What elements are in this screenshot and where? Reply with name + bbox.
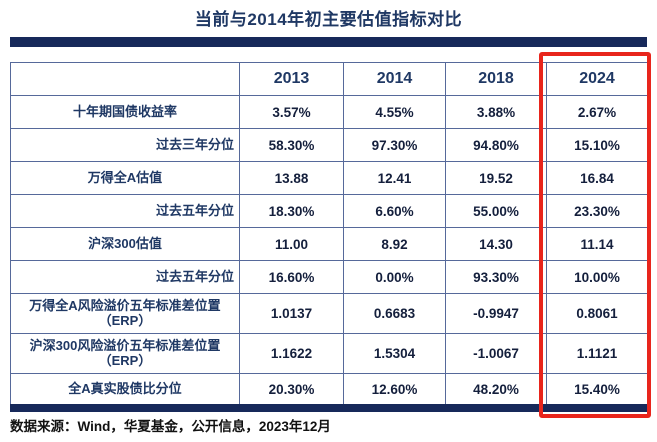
row-label-line1: 沪深300风险溢价五年标准差位置 [29,337,221,353]
cell-value: 20.30% [239,373,344,405]
cell-value: 16.84 [546,161,648,195]
cell-value: 3.88% [445,95,547,129]
cell-value: 11.14 [546,227,648,261]
cell-value: 6.60% [343,194,446,228]
year-header-2024: 2024 [546,62,648,96]
cell-value: 16.60% [239,260,344,294]
cell-value: 55.00% [445,194,547,228]
cell-value: 48.20% [445,373,547,405]
cell-value: 58.30% [239,128,344,162]
year-header-2014: 2014 [343,62,446,96]
cell-value: 14.30 [445,227,547,261]
row-label: 万得全A风险溢价五年标准差位置 （ERP） [10,293,240,334]
row-label: 全A真实股债比分位 [10,373,240,405]
row-label: 沪深300估值 [10,227,240,261]
table-row: 全A真实股债比分位 20.30% 12.60% 48.20% 15.40% [10,373,648,405]
source-note: 数据来源：Wind，华夏基金，公开信息，2023年12月 [10,419,331,434]
cell-value: 1.0137 [239,293,344,334]
year-header-2018: 2018 [445,62,547,96]
table-row: 沪深300估值 11.00 8.92 14.30 11.14 [10,227,648,261]
table-row: 过去五年分位 16.60% 0.00% 93.30% 10.00% [10,260,648,294]
cell-value: 94.80% [445,128,547,162]
cell-value: 4.55% [343,95,446,129]
row-label: 过去五年分位 [10,260,240,294]
top-divider-bar [10,37,647,47]
cell-value: 13.88 [239,161,344,195]
valuation-table: 2013 2014 2018 2024 十年期国债收益率 3.57% 4.55%… [10,62,648,405]
row-label: 十年期国债收益率 [10,95,240,129]
row-label-line2: （ERP） [98,312,152,328]
table-header-row: 2013 2014 2018 2024 [10,62,648,96]
table-row: 万得全A风险溢价五年标准差位置 （ERP） 1.0137 0.6683 -0.9… [10,293,648,334]
cell-value: 15.40% [546,373,648,405]
row-label: 过去五年分位 [10,194,240,228]
bottom-divider-bar [10,404,647,412]
cell-value: 12.60% [343,373,446,405]
cell-value: 12.41 [343,161,446,195]
cell-value: 0.6683 [343,293,446,334]
cell-value: 1.5304 [343,333,446,374]
table-row: 沪深300风险溢价五年标准差位置 （ERP） 1.1622 1.5304 -1.… [10,333,648,374]
cell-value: 10.00% [546,260,648,294]
table-row: 十年期国债收益率 3.57% 4.55% 3.88% 2.67% [10,95,648,129]
cell-value: -1.0067 [445,333,547,374]
cell-value: 97.30% [343,128,446,162]
cell-value: 15.10% [546,128,648,162]
table-row: 过去五年分位 18.30% 6.60% 55.00% 23.30% [10,194,648,228]
cell-value: 1.1121 [546,333,648,374]
cell-value: 19.52 [445,161,547,195]
cell-value: 23.30% [546,194,648,228]
table-row: 过去三年分位 58.30% 97.30% 94.80% 15.10% [10,128,648,162]
cell-value: 8.92 [343,227,446,261]
cell-value: 0.8061 [546,293,648,334]
row-label: 万得全A估值 [10,161,240,195]
table-row: 万得全A估值 13.88 12.41 19.52 16.84 [10,161,648,195]
cell-value: 93.30% [445,260,547,294]
corner-cell [10,62,240,96]
row-label-line2: （ERP） [98,352,152,368]
chart-title: 当前与2014年初主要估值指标对比 [194,10,463,29]
cell-value: -0.9947 [445,293,547,334]
row-label: 过去三年分位 [10,128,240,162]
cell-value: 3.57% [239,95,344,129]
cell-value: 0.00% [343,260,446,294]
cell-value: 18.30% [239,194,344,228]
cell-value: 2.67% [546,95,648,129]
year-header-2013: 2013 [239,62,344,96]
cell-value: 11.00 [239,227,344,261]
row-label: 沪深300风险溢价五年标准差位置 （ERP） [10,333,240,374]
cell-value: 1.1622 [239,333,344,374]
row-label-line1: 万得全A风险溢价五年标准差位置 [29,297,221,313]
